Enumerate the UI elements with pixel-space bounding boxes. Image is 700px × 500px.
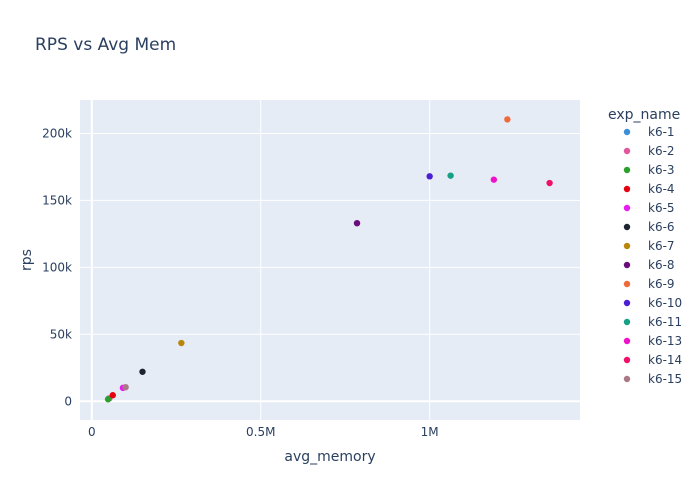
plot-area bbox=[80, 100, 580, 420]
legend-marker-k6-1 bbox=[623, 128, 631, 136]
legend-marker-k6-8 bbox=[623, 261, 631, 269]
legend-label-k6-14[interactable]: k6-14 bbox=[648, 353, 682, 367]
legend-marker-k6-4 bbox=[623, 185, 631, 193]
legend-label-k6-5[interactable]: k6-5 bbox=[648, 201, 675, 215]
data-point-k6-15[interactable] bbox=[122, 383, 129, 391]
legend-marker-k6-3 bbox=[623, 166, 631, 174]
legend-marker-k6-10 bbox=[623, 299, 631, 307]
legend-label-k6-13[interactable]: k6-13 bbox=[648, 334, 682, 348]
legend-label-k6-1[interactable]: k6-1 bbox=[648, 125, 675, 139]
legend-items: k6-1 k6-2 k6-3 k6-4 k6-5 k6-6 k6-7 k6-8 k6-9 k6-1… bbox=[623, 125, 682, 386]
legend: exp_name k6-1k6-2k6-3k6-4k6-5k6-6k6-7k6-… bbox=[608, 107, 682, 386]
legend-label-k6-6[interactable]: k6-6 bbox=[648, 220, 675, 234]
data-point-k6-8[interactable] bbox=[353, 219, 361, 227]
y-tick-label: 150k bbox=[42, 193, 72, 207]
x-tick-label: 0 bbox=[88, 425, 96, 439]
data-point-k6-3[interactable] bbox=[104, 396, 112, 403]
legend-label-k6-3[interactable]: k6-3 bbox=[648, 163, 675, 177]
legend-label-k6-11[interactable]: k6-11 bbox=[648, 315, 682, 329]
legend-label-k6-10[interactable]: k6-10 bbox=[648, 296, 682, 310]
data-point-k6-14[interactable] bbox=[546, 179, 553, 187]
legend-title: exp_name bbox=[608, 107, 680, 123]
legend-label-k6-4[interactable]: k6-4 bbox=[648, 182, 675, 196]
data-point-k6-11[interactable] bbox=[447, 172, 454, 179]
legend-marker-k6-13 bbox=[623, 337, 631, 345]
data-point-k6-6[interactable] bbox=[139, 368, 146, 375]
data-point-k6-4[interactable] bbox=[109, 392, 116, 399]
data-points bbox=[104, 116, 553, 403]
chart-title: RPS vs Avg Mem bbox=[35, 35, 176, 55]
y-axis-label: rps bbox=[19, 249, 35, 271]
y-tick-label: 0 bbox=[64, 394, 72, 408]
y-tick-label: 50k bbox=[50, 327, 72, 341]
data-point-k6-9[interactable] bbox=[504, 116, 511, 123]
legend-marker-k6-5 bbox=[623, 204, 631, 212]
y-tick-label: 100k bbox=[42, 260, 72, 274]
y-tick-label: 200k bbox=[42, 126, 72, 140]
legend-marker-k6-9 bbox=[623, 280, 631, 288]
legend-marker-k6-2 bbox=[623, 147, 631, 155]
data-point-k6-13[interactable] bbox=[490, 176, 498, 183]
x-axis-label: avg_memory bbox=[284, 449, 375, 465]
legend-label-k6-8[interactable]: k6-8 bbox=[648, 258, 675, 272]
grid-lines bbox=[80, 100, 580, 420]
legend-marker-k6-15 bbox=[623, 375, 631, 383]
axis-ticks: 0 0.5M 1M 0 50k 100k 150k 200k bbox=[42, 126, 439, 439]
legend-label-k6-15[interactable]: k6-15 bbox=[648, 372, 682, 386]
legend-label-k6-7[interactable]: k6-7 bbox=[648, 239, 675, 253]
legend-label-k6-9[interactable]: k6-9 bbox=[648, 277, 675, 291]
x-tick-label: 0.5M bbox=[246, 425, 275, 439]
data-point-k6-7[interactable] bbox=[178, 339, 185, 347]
legend-marker-k6-14 bbox=[623, 356, 631, 364]
data-point-k6-10[interactable] bbox=[426, 173, 433, 180]
legend-label-k6-2[interactable]: k6-2 bbox=[648, 144, 675, 158]
legend-marker-k6-7 bbox=[623, 242, 631, 250]
legend-marker-k6-6 bbox=[623, 223, 631, 231]
legend-marker-k6-11 bbox=[623, 318, 631, 326]
x-tick-label: 1M bbox=[421, 425, 439, 439]
